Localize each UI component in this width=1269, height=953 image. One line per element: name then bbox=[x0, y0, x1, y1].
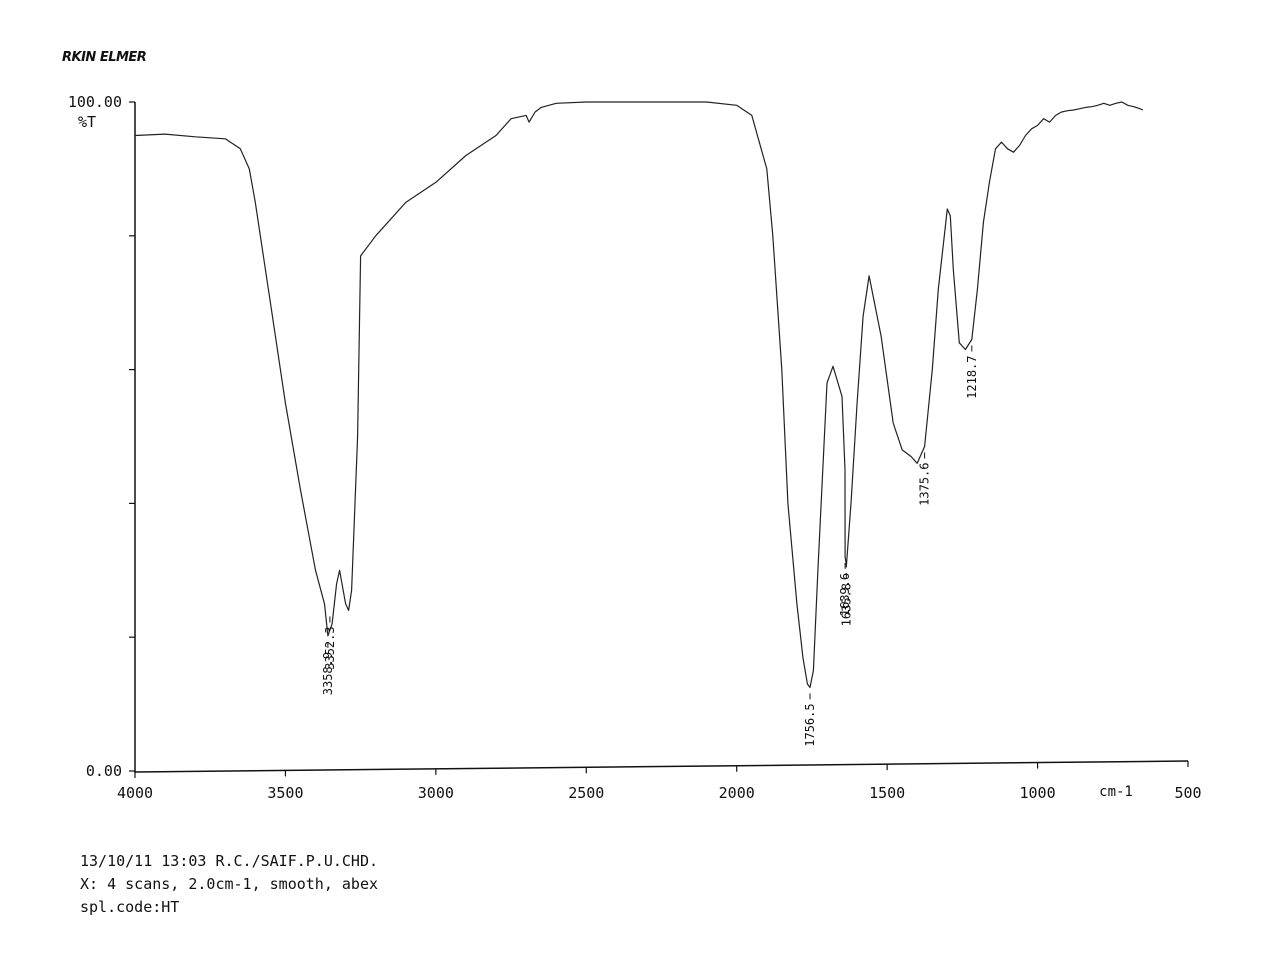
y-tick-label-bottom: 0.00 bbox=[86, 762, 122, 780]
x-axis-line bbox=[134, 760, 1189, 773]
x-tick-label: 4000 bbox=[117, 784, 153, 802]
x-tick-label: 2500 bbox=[568, 784, 604, 802]
spectrum-series bbox=[134, 101, 1144, 688]
peak-label: 1375.6 bbox=[918, 452, 932, 506]
peak-label: 3352.3 bbox=[323, 616, 337, 670]
axes-group bbox=[134, 102, 1189, 773]
ticks-group: 100.00 0.00 %T 4000 3500 3000 2500 2000 1500 1000… bbox=[68, 93, 1202, 802]
peak-label-text: 1375.6 bbox=[918, 463, 932, 506]
x-tick-label: 1000 bbox=[1020, 784, 1056, 802]
x-tick-label: 3000 bbox=[418, 784, 454, 802]
spectrum-line bbox=[134, 101, 1144, 688]
peak-label-text: 1635.8 bbox=[839, 583, 853, 626]
peak-label-text: 1218.7 bbox=[965, 356, 979, 399]
peak-label-text: 1639.6 bbox=[838, 573, 852, 616]
peak-label-text: 1756.5 bbox=[803, 703, 817, 746]
footer-info-line-1: 13/10/11 13:03 R.C./SAIF.P.U.CHD. bbox=[80, 852, 379, 870]
peak-label: 1639.6 bbox=[838, 562, 852, 616]
x-tick-label: 1500 bbox=[869, 784, 905, 802]
brand-logo-text: RKIN ELMER bbox=[62, 50, 147, 65]
x-tick-label: 3500 bbox=[267, 784, 303, 802]
peak-label: 1635.8 bbox=[839, 573, 853, 626]
footer-info-line-3: spl.code:HT bbox=[80, 898, 180, 916]
x-tick-label: 500 bbox=[1174, 784, 1201, 802]
peak-label: 3358.9 bbox=[321, 641, 335, 695]
x-tick-label: 2000 bbox=[719, 784, 755, 802]
peak-label-text: 3358.9 bbox=[321, 652, 335, 695]
y-axis-label: %T bbox=[78, 113, 96, 131]
y-tick-label-top: 100.00 bbox=[68, 93, 122, 111]
peak-label: 1756.5 bbox=[803, 693, 817, 747]
peak-label-text: 3352.3 bbox=[323, 626, 337, 669]
x-axis-unit-label: cm-1 bbox=[1099, 784, 1133, 800]
footer-info-line-2: X: 4 scans, 2.0cm-1, smooth, abex bbox=[80, 875, 379, 893]
peak-label: 1218.7 bbox=[965, 345, 979, 399]
